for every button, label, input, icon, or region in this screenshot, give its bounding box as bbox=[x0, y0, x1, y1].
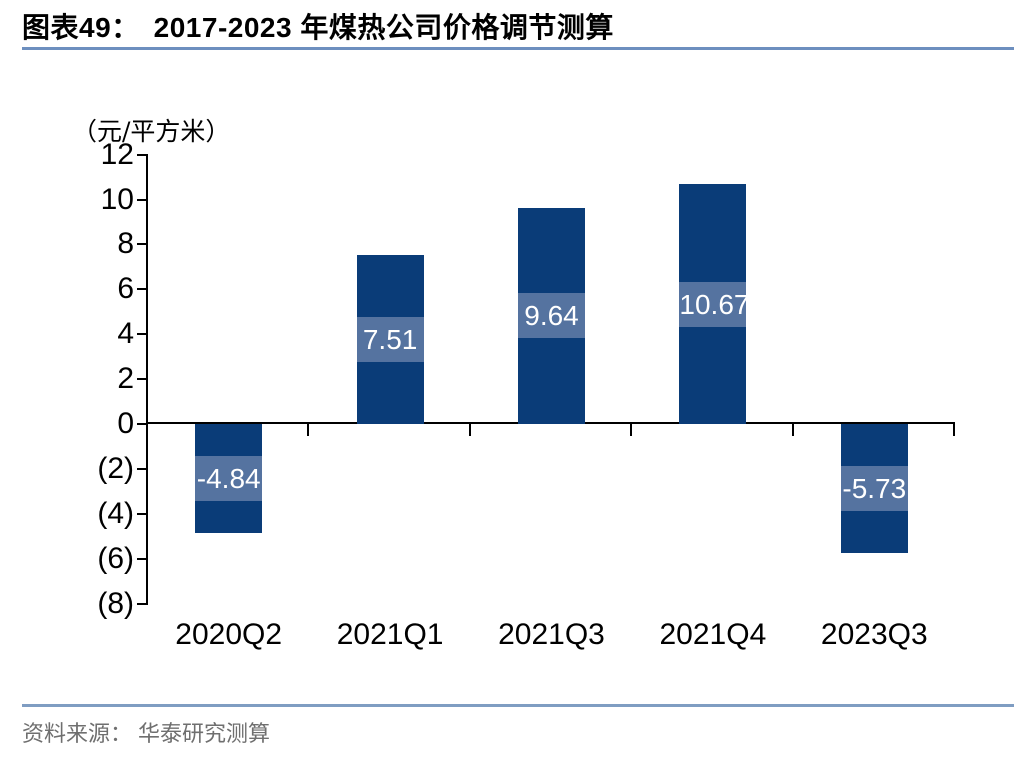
source-text: 华泰研究测算 bbox=[138, 722, 271, 747]
footer-divider bbox=[22, 704, 1014, 707]
y-axis-label: 2 bbox=[117, 362, 134, 396]
y-axis-label: 8 bbox=[117, 227, 134, 261]
y-axis-tick bbox=[137, 243, 148, 246]
x-axis-label-2021Q1: 2021Q1 bbox=[336, 618, 444, 651]
y-axis-label: (2) bbox=[97, 451, 134, 485]
figure-footer: 资料来源： 华泰研究测算 bbox=[22, 716, 270, 748]
bar-value-label: 7.51 bbox=[356, 317, 424, 363]
y-axis-line bbox=[146, 153, 148, 605]
x-axis-tick bbox=[468, 423, 471, 436]
x-axis-label-2023Q3: 2023Q3 bbox=[820, 618, 928, 651]
y-axis-label: 12 bbox=[100, 137, 134, 171]
figure-number: 图表49： bbox=[22, 12, 140, 43]
y-axis-tick bbox=[137, 423, 148, 425]
y-axis-tick bbox=[137, 467, 148, 470]
bar-value-label: -5.73 bbox=[840, 465, 908, 511]
bar-value-label: -4.84 bbox=[195, 455, 263, 501]
bar-value-label: 9.64 bbox=[518, 293, 585, 339]
figure-header: 图表49： 2017-2023 年煤热公司价格调节测算 bbox=[22, 6, 1014, 46]
source-label: 资料来源： bbox=[22, 722, 133, 747]
x-axis-tick bbox=[307, 423, 310, 436]
y-axis-tick bbox=[137, 333, 148, 336]
x-axis-tick bbox=[630, 423, 633, 436]
y-axis-tick bbox=[137, 602, 148, 605]
y-axis-label: 6 bbox=[117, 272, 134, 306]
y-axis-tick bbox=[137, 198, 148, 201]
y-axis-label: 4 bbox=[117, 317, 134, 351]
bar-value-label: 10.67 bbox=[679, 281, 749, 327]
y-axis-label: (4) bbox=[97, 496, 134, 530]
x-axis-label-2021Q4: 2021Q4 bbox=[659, 618, 767, 651]
y-axis-tick bbox=[137, 153, 148, 156]
x-axis-tick bbox=[953, 423, 955, 436]
title-divider bbox=[22, 47, 1014, 50]
x-axis-label-2021Q3: 2021Q3 bbox=[498, 618, 605, 651]
figure-title: 2017-2023 年煤热公司价格调节测算 bbox=[153, 12, 614, 43]
x-axis-tick bbox=[791, 423, 794, 436]
y-axis-label: 0 bbox=[117, 407, 134, 440]
y-axis-unit-label: （元/平方米） bbox=[72, 117, 231, 146]
y-axis-label: 10 bbox=[100, 182, 134, 216]
y-axis-label: (6) bbox=[97, 541, 134, 575]
y-axis-tick bbox=[137, 512, 148, 515]
x-axis-label-2020Q2: 2020Q2 bbox=[175, 618, 283, 651]
y-axis-tick bbox=[137, 557, 148, 560]
y-axis-tick bbox=[137, 288, 148, 291]
y-axis-tick bbox=[137, 378, 148, 381]
y-axis-label: (8) bbox=[97, 586, 134, 620]
